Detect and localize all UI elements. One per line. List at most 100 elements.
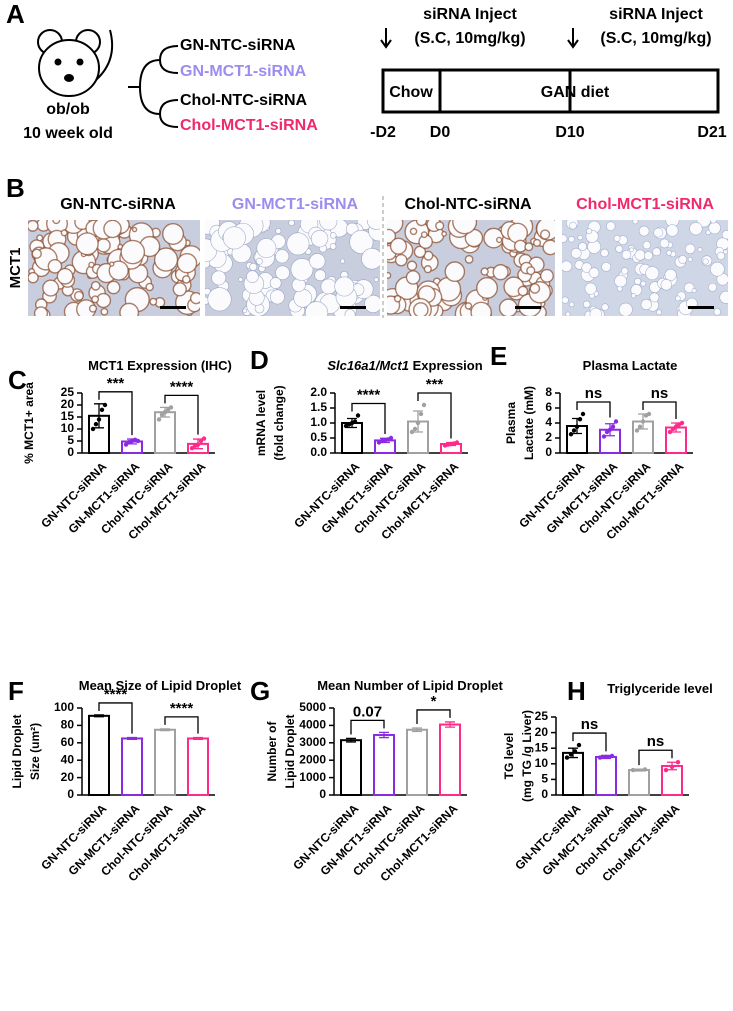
significance-bracket [164, 716, 199, 734]
lipid-droplet [28, 271, 39, 284]
lipid-droplet [75, 232, 99, 256]
data-point [634, 428, 640, 433]
lipid-droplet [643, 251, 653, 261]
significance-label: *** [107, 375, 125, 392]
group-label: GN-NTC-siRNA [180, 37, 296, 54]
chart-title: Mean Size of Lipid Droplet [79, 678, 242, 693]
title-part: MCT1 Expression (IHC) [88, 358, 232, 373]
panel-letter: C [8, 365, 27, 395]
lipid-droplet [387, 271, 392, 279]
panel-letter: F [8, 676, 24, 706]
lipid-droplet [578, 242, 587, 251]
panel-letter: B [6, 173, 25, 203]
lipid-droplet [329, 232, 337, 239]
lipid-droplet [708, 221, 721, 235]
data-point [168, 405, 174, 410]
significance-label: 0.07 [353, 703, 382, 720]
data-point [613, 419, 619, 424]
error-bar [193, 736, 203, 740]
lipid-droplet [621, 250, 632, 260]
lipid-droplet [290, 258, 314, 281]
day-label: D21 [697, 124, 726, 141]
lipid-droplet [406, 260, 418, 271]
y-tick-label: 0.5 [310, 430, 327, 444]
y-tick-label: 20 [61, 770, 75, 784]
lipid-droplet [36, 234, 44, 242]
lipid-droplet [109, 261, 115, 267]
significance-bracket [642, 401, 677, 419]
panel-letter: E [490, 341, 507, 371]
data-point [609, 753, 615, 759]
lipid-droplet [683, 282, 695, 293]
lipid-droplet [498, 298, 518, 316]
data-point [135, 438, 141, 444]
bar [121, 737, 143, 797]
significance-label: ns [651, 385, 669, 402]
data-point [637, 424, 643, 429]
lipid-droplet [586, 228, 593, 235]
significance-label: ns [647, 733, 665, 750]
data-point [102, 402, 108, 408]
significance-bracket [98, 702, 133, 734]
lipid-droplet [309, 253, 326, 270]
chart-panel: D Slc16a1/Mct1 Expression mRNA level (fold … [250, 345, 483, 543]
tissue [205, 220, 380, 316]
error-bar [94, 714, 104, 718]
chart-panel: C MCT1 Expression (IHC) % MCT1+ area 051015… [8, 358, 232, 542]
data-point [673, 424, 679, 429]
lipid-droplet [702, 258, 709, 265]
y-tick-label: 0 [67, 787, 74, 801]
error-bar [634, 768, 644, 772]
bar [88, 714, 110, 797]
lipid-droplet [131, 226, 138, 233]
lipid-droplet [674, 295, 681, 302]
lipid-droplet [642, 240, 651, 250]
lipid-droplet [539, 268, 554, 283]
stain-label: MCT1 [7, 248, 24, 289]
lipid-droplet [476, 276, 499, 299]
lipid-droplet [361, 248, 380, 270]
y-tick-label: 3000 [299, 735, 326, 749]
data-point [156, 417, 162, 422]
chart-panel: F Mean Size of Lipid Droplet Lipid Droplet… [8, 676, 242, 885]
chart-title: MCT1 Expression (IHC) [88, 358, 232, 373]
bar [439, 723, 461, 797]
chart-title: Plasma Lactate [583, 358, 678, 373]
lipid-droplet [393, 294, 402, 303]
lipid-droplet [710, 261, 725, 277]
lipid-droplet [269, 289, 285, 305]
y-axis-label: (mg TG /g Liver) [520, 710, 534, 802]
bar [340, 739, 362, 797]
lipid-droplet [691, 288, 697, 293]
histology-image [205, 220, 380, 316]
injection-dose: (S.C, 10mg/kg) [414, 30, 525, 47]
lipid-droplet [568, 236, 575, 243]
data-point [162, 410, 168, 415]
lipid-droplet [435, 221, 445, 231]
lipid-droplet [73, 290, 84, 301]
lipid-droplet [577, 234, 583, 241]
lipid-droplet [584, 282, 597, 295]
data-point [572, 749, 578, 754]
lipid-droplet [659, 238, 670, 249]
y-tick-label: 0 [67, 445, 74, 459]
tissue [28, 220, 200, 316]
data-point [642, 767, 648, 772]
data-point [96, 417, 102, 422]
lipid-droplet [640, 298, 652, 311]
error-bar [346, 737, 356, 743]
lipid-droplet [181, 275, 191, 284]
lipid-droplet [42, 279, 60, 297]
strain-label: ob/ob [46, 101, 90, 118]
data-point [189, 446, 195, 451]
group-label: Chol-MCT1-siRNA [180, 117, 318, 134]
significance-bracket [417, 392, 452, 439]
lipid-droplet [320, 278, 337, 295]
lipid-droplet [52, 220, 61, 225]
chart-title: Slc16a1/Mct1 Expression [327, 358, 482, 373]
data-point [99, 407, 105, 412]
y-tick-label: 25 [535, 709, 549, 723]
lipid-droplet [304, 301, 329, 316]
lipid-droplet [562, 234, 568, 243]
y-tick-label: 1.5 [310, 400, 327, 414]
